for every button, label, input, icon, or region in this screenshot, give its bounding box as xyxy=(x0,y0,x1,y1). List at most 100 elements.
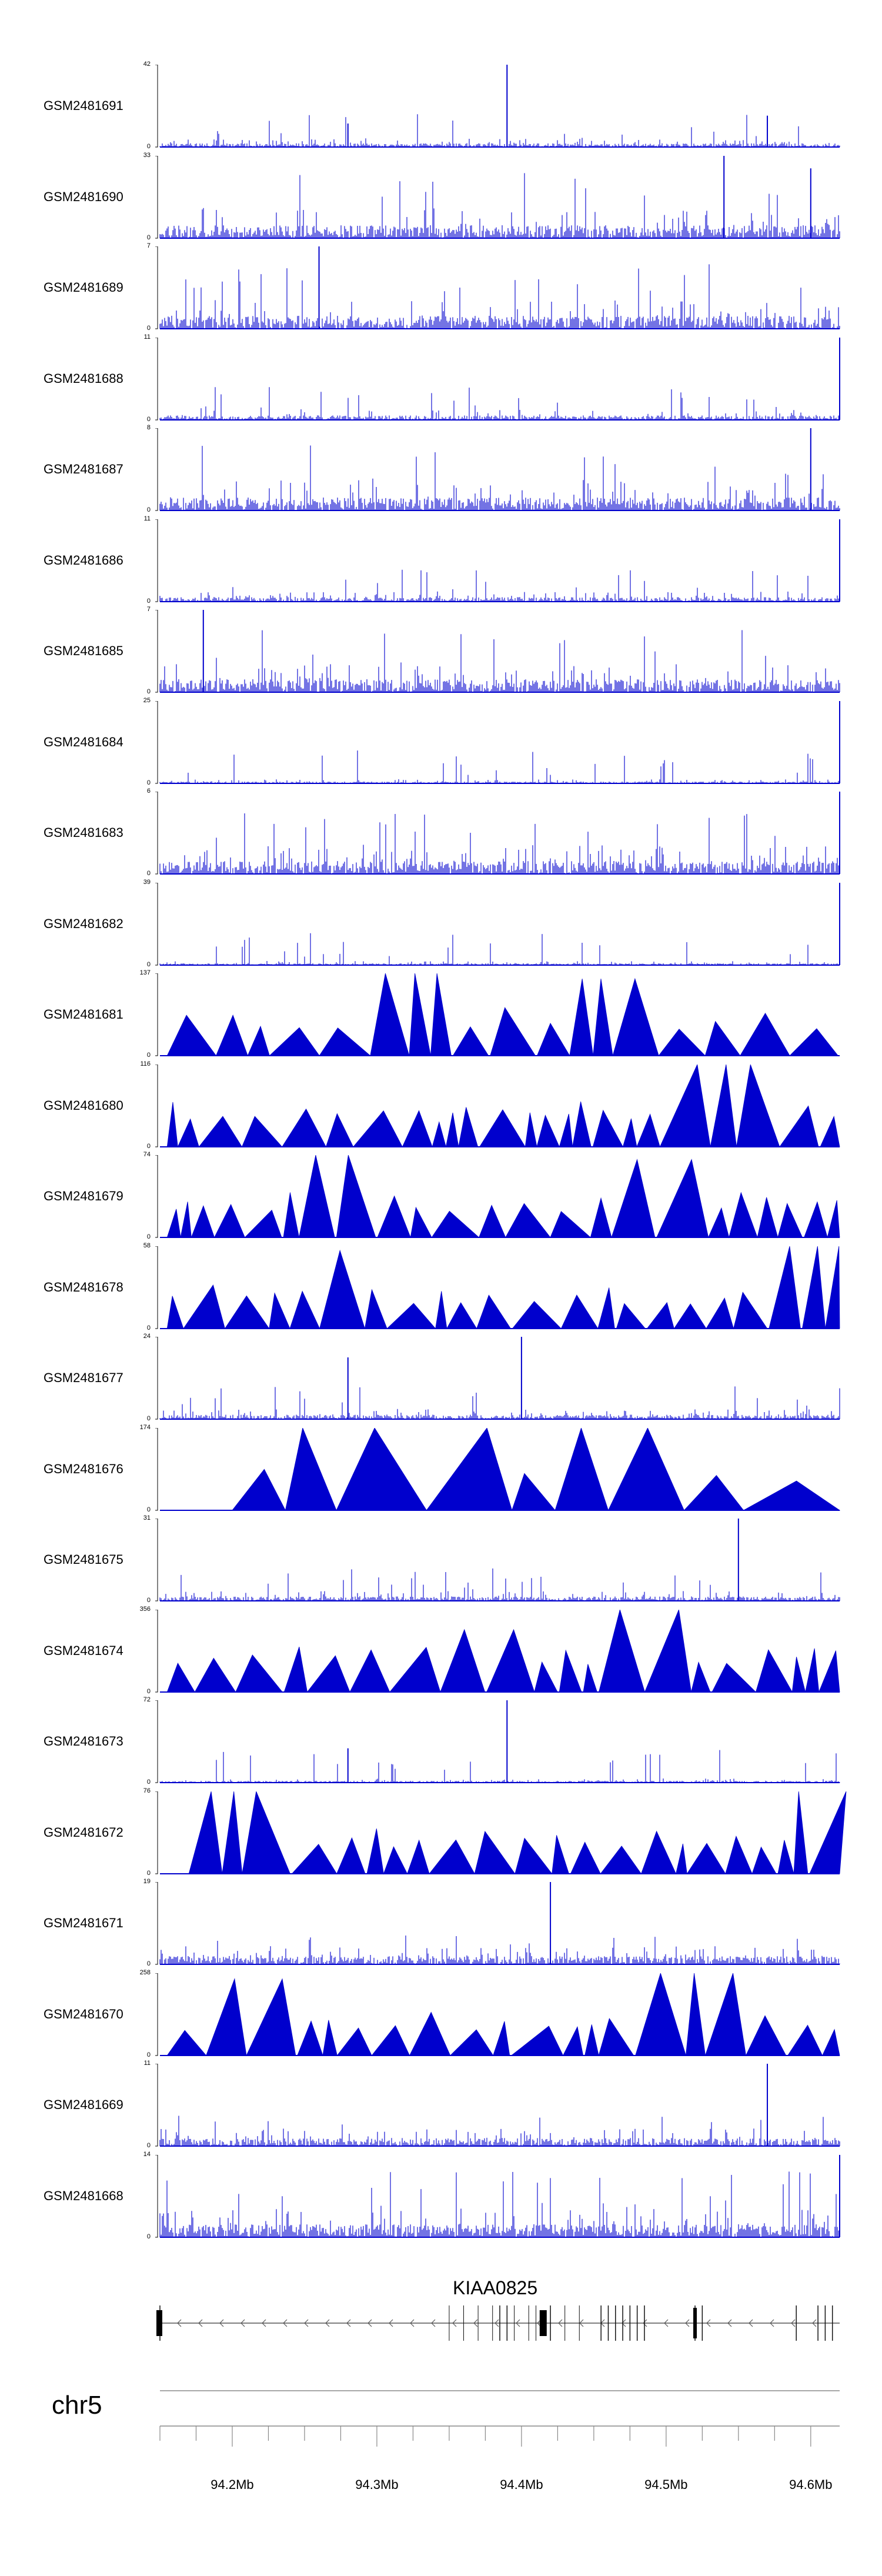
y-axis-max-label: 33 xyxy=(143,151,151,159)
track-label-GSM2481669: GSM2481669 xyxy=(44,2097,123,2112)
coverage-tracks: GSM2481691 42 0 GSM2481690 33 0 GSM2481689 7 0 GS… xyxy=(44,61,847,2240)
track-label-GSM2481678: GSM2481678 xyxy=(44,1279,123,1294)
y-axis-line xyxy=(155,1064,158,1147)
y-axis-max-label: 356 xyxy=(139,1605,151,1613)
coverage-bars xyxy=(159,933,840,965)
track-plot-GSM2481668 xyxy=(155,2154,840,2238)
strand-arrow xyxy=(304,2319,309,2327)
coverage-bars xyxy=(159,1935,840,1964)
y-axis-zero-label: 0 xyxy=(146,597,151,605)
coverage-bars xyxy=(159,630,840,692)
y-axis-max-label: 258 xyxy=(139,1968,151,1976)
strand-arrow xyxy=(389,2319,393,2327)
coverage-triangles xyxy=(166,1064,840,1147)
strand-arrow xyxy=(622,2319,626,2327)
track-plot-GSM2481672 xyxy=(155,1791,847,1875)
y-axis-zero-label: 0 xyxy=(146,506,151,513)
exon-block xyxy=(156,2310,162,2336)
y-axis-zero-label: 0 xyxy=(146,2233,151,2240)
y-axis-max-label: 76 xyxy=(143,1787,151,1794)
x-axis-tick-label: 94.6Mb xyxy=(789,2477,833,2492)
y-axis-zero-label: 0 xyxy=(146,1687,151,1695)
track-label-GSM2481680: GSM2481680 xyxy=(44,1097,123,1113)
y-axis-line xyxy=(155,792,158,875)
y-axis-line xyxy=(155,1337,158,1420)
y-axis-max-label: 11 xyxy=(143,2060,151,2067)
strand-arrow xyxy=(262,2319,266,2327)
y-axis-line xyxy=(155,1427,158,1510)
strand-arrow xyxy=(749,2319,753,2327)
y-axis-line xyxy=(155,2064,158,2147)
y-axis-line xyxy=(155,1791,158,1874)
y-axis-max-label: 74 xyxy=(143,1151,151,1158)
y-axis-zero-label: 0 xyxy=(146,1052,151,1059)
y-axis-line xyxy=(155,337,158,420)
track-plot-GSM2481681 xyxy=(155,973,840,1057)
coverage-triangles xyxy=(166,1609,840,1693)
track-label-GSM2481691: GSM2481691 xyxy=(44,98,123,113)
y-axis-max-label: 7 xyxy=(146,242,151,249)
y-axis-zero-label: 0 xyxy=(146,415,151,423)
coverage-triangles xyxy=(188,1791,847,1875)
y-axis-max-label: 19 xyxy=(143,1878,151,1885)
gene-name-label: KIAA0825 xyxy=(453,2277,538,2298)
chromosome-label: chr5 xyxy=(52,2391,102,2420)
track-plot-GSM2481671 xyxy=(155,1882,840,1965)
strand-arrow xyxy=(368,2319,372,2327)
track-plot-GSM2481675 xyxy=(155,1519,840,1601)
y-axis-line xyxy=(155,610,158,693)
y-axis-zero-label: 0 xyxy=(146,1960,151,1967)
strand-arrow xyxy=(198,2319,203,2327)
x-axis-tick-label: 94.2Mb xyxy=(211,2477,254,2492)
strand-arrow xyxy=(558,2319,563,2327)
track-label-GSM2481684: GSM2481684 xyxy=(44,734,123,749)
y-axis-line xyxy=(155,1882,158,1965)
x-axis-tick-label: 94.4Mb xyxy=(500,2477,543,2492)
coverage-bars xyxy=(159,445,840,510)
y-axis-line xyxy=(155,246,158,329)
y-axis-zero-label: 0 xyxy=(146,1233,151,1240)
track-plot-GSM2481670 xyxy=(155,1973,840,2056)
y-axis-max-label: 72 xyxy=(143,1696,151,1703)
gene-model-svg xyxy=(156,2305,840,2447)
y-axis-line xyxy=(155,65,158,148)
track-plot-GSM2481673 xyxy=(155,1700,840,1783)
track-plot-GSM2481682 xyxy=(155,882,840,966)
x-axis-tick-label: 94.5Mb xyxy=(644,2477,688,2492)
strand-arrow xyxy=(177,2319,182,2327)
strand-arrow xyxy=(706,2319,711,2327)
coverage-bars xyxy=(159,750,840,783)
strand-arrow xyxy=(431,2319,436,2327)
strand-arrow xyxy=(495,2319,499,2327)
y-axis-line xyxy=(155,2154,158,2237)
y-axis-line xyxy=(155,1155,158,1238)
y-axis-max-label: 8 xyxy=(146,424,151,431)
y-axis-line xyxy=(155,155,158,238)
y-axis-line xyxy=(155,1519,158,1601)
y-axis-line xyxy=(155,1700,158,1783)
strand-arrow xyxy=(770,2319,774,2327)
coverage-bars xyxy=(159,1750,840,1783)
y-axis-zero-label: 0 xyxy=(146,1597,151,1604)
coverage-triangles xyxy=(232,1427,841,1511)
y-axis-zero-label: 0 xyxy=(146,1324,151,1332)
y-axis-line xyxy=(155,700,158,783)
coverage-bars xyxy=(159,386,840,420)
y-axis-max-label: 42 xyxy=(143,61,151,68)
y-axis-line xyxy=(155,428,158,511)
track-label-GSM2481683: GSM2481683 xyxy=(44,825,123,840)
strand-arrow xyxy=(410,2319,415,2327)
track-plot-GSM2481676 xyxy=(155,1427,841,1511)
track-label-GSM2481689: GSM2481689 xyxy=(44,280,123,295)
track-plot-GSM2481686 xyxy=(155,519,840,602)
exon-block xyxy=(693,2308,697,2338)
track-plot-GSM2481680 xyxy=(155,1064,840,1147)
strand-arrow xyxy=(579,2319,584,2327)
track-plot-GSM2481687 xyxy=(155,428,840,511)
track-plot-GSM2481683 xyxy=(155,792,840,875)
strand-arrow xyxy=(812,2319,817,2327)
y-axis-max-label: 25 xyxy=(143,696,151,704)
track-plot-GSM2481678 xyxy=(155,1246,840,1330)
coverage-bars xyxy=(159,813,840,874)
strand-arrow xyxy=(473,2319,478,2327)
